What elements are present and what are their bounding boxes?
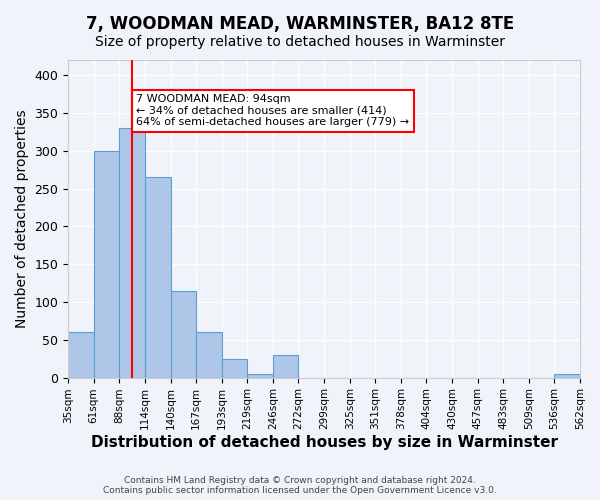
Text: 7, WOODMAN MEAD, WARMINSTER, BA12 8TE: 7, WOODMAN MEAD, WARMINSTER, BA12 8TE	[86, 15, 514, 33]
Bar	[273, 355, 298, 378]
Bar	[145, 177, 170, 378]
Bar	[119, 128, 145, 378]
Text: 7 WOODMAN MEAD: 94sqm
← 34% of detached houses are smaller (414)
64% of semi-det: 7 WOODMAN MEAD: 94sqm ← 34% of detached …	[136, 94, 409, 127]
Bar	[554, 374, 580, 378]
Bar	[68, 332, 94, 378]
Bar	[196, 332, 222, 378]
Bar	[247, 374, 273, 378]
Bar	[94, 150, 119, 378]
Text: Contains HM Land Registry data © Crown copyright and database right 2024.
Contai: Contains HM Land Registry data © Crown c…	[103, 476, 497, 495]
Bar	[222, 358, 247, 378]
Y-axis label: Number of detached properties: Number of detached properties	[15, 110, 29, 328]
Text: Size of property relative to detached houses in Warminster: Size of property relative to detached ho…	[95, 35, 505, 49]
Bar	[170, 290, 196, 378]
X-axis label: Distribution of detached houses by size in Warminster: Distribution of detached houses by size …	[91, 435, 557, 450]
